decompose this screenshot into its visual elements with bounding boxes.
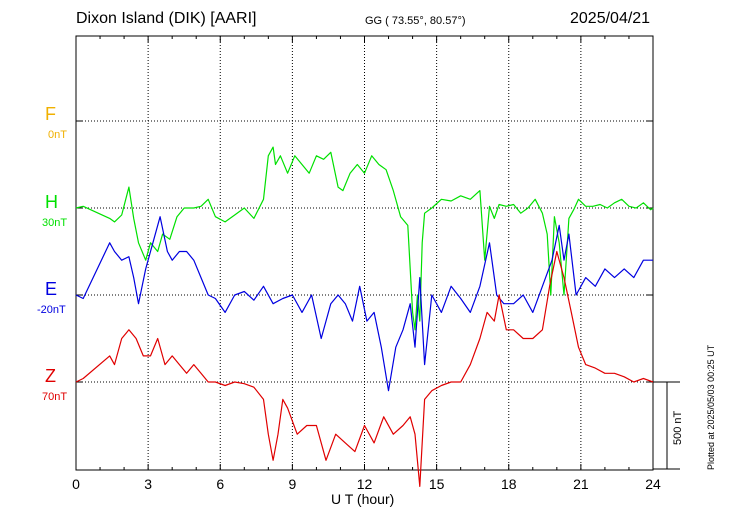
plot-date: 2025/04/21 bbox=[570, 10, 651, 27]
series-baseline-e: -20nT bbox=[37, 304, 66, 316]
geo-coordinates: GG ( 73.55°, 80.57°) bbox=[365, 15, 466, 27]
series-label-f: F bbox=[45, 104, 56, 124]
series-line-e bbox=[75, 216, 653, 392]
x-tick-label: 3 bbox=[144, 476, 152, 492]
series-line-h bbox=[75, 146, 654, 331]
x-tick-label: 15 bbox=[429, 476, 445, 492]
x-tick-label: 21 bbox=[573, 476, 589, 492]
x-tick-label: 0 bbox=[72, 476, 80, 492]
x-axis-label: U T (hour) bbox=[331, 491, 395, 507]
x-tick-label: 9 bbox=[288, 476, 296, 492]
series-baseline-f: 0nT bbox=[48, 129, 67, 141]
series-baseline-z: 70nT bbox=[42, 391, 68, 403]
series-label-h: H bbox=[45, 192, 58, 212]
x-tick-label: 6 bbox=[216, 476, 224, 492]
x-tick-label: 12 bbox=[357, 476, 373, 492]
station-title: Dixon Island (DIK) [AARI] bbox=[76, 10, 257, 27]
series-label-e: E bbox=[45, 279, 58, 299]
series-line-z bbox=[75, 250, 654, 487]
series-baseline-h: 30nT bbox=[42, 217, 68, 229]
plotted-timestamp: Plotted at 2025/05/03 00:25 UT bbox=[706, 344, 716, 470]
x-tick-label: 24 bbox=[645, 476, 661, 492]
x-tick-label: 18 bbox=[501, 476, 517, 492]
scale-bar-label: 500 nT bbox=[672, 410, 684, 445]
series-label-z: Z bbox=[45, 366, 56, 386]
